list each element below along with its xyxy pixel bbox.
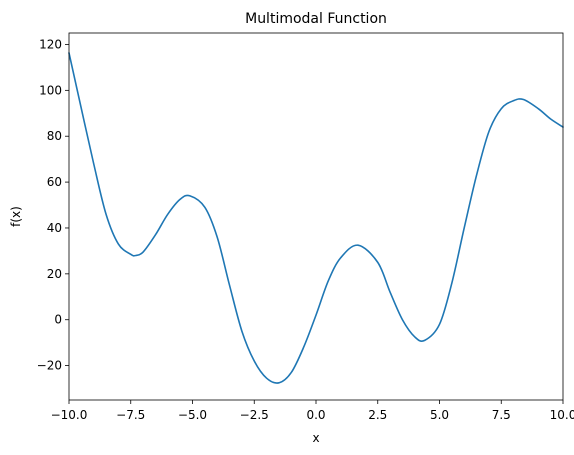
x-tick-label: −10.0 xyxy=(51,408,88,422)
x-tick-label: −5.0 xyxy=(178,408,207,422)
x-tick-label: 10.0 xyxy=(550,408,574,422)
axes-frame xyxy=(68,32,564,401)
x-axis-title: x xyxy=(312,431,319,445)
x-tick-label: 0.0 xyxy=(306,408,325,422)
y-tick-label: 120 xyxy=(39,37,62,51)
y-tick-label: −20 xyxy=(37,359,62,373)
y-tick-label: 20 xyxy=(47,267,62,281)
y-tick-label: 40 xyxy=(47,221,62,235)
series-line xyxy=(68,52,564,384)
plot-area xyxy=(68,52,564,384)
x-tick-label: −2.5 xyxy=(240,408,269,422)
chart-title: Multimodal Function xyxy=(245,11,387,27)
x-tick-label: −7.5 xyxy=(116,408,145,422)
axis-ticks: −10.0 −7.5 −5.0 −2.5 0.0 2.5 5.0 7.5 10.0 −20 0 20 4… xyxy=(37,37,574,422)
y-tick-label: 100 xyxy=(39,83,62,97)
x-tick-label: 2.5 xyxy=(368,408,387,422)
y-tick-label: 0 xyxy=(54,313,62,327)
y-tick-label: 60 xyxy=(47,175,62,189)
x-tick-label: 7.5 xyxy=(492,408,511,422)
y-axis-title: f(x) xyxy=(9,206,23,227)
x-tick-label: 5.0 xyxy=(430,408,449,422)
y-tick-label: 80 xyxy=(47,129,62,143)
